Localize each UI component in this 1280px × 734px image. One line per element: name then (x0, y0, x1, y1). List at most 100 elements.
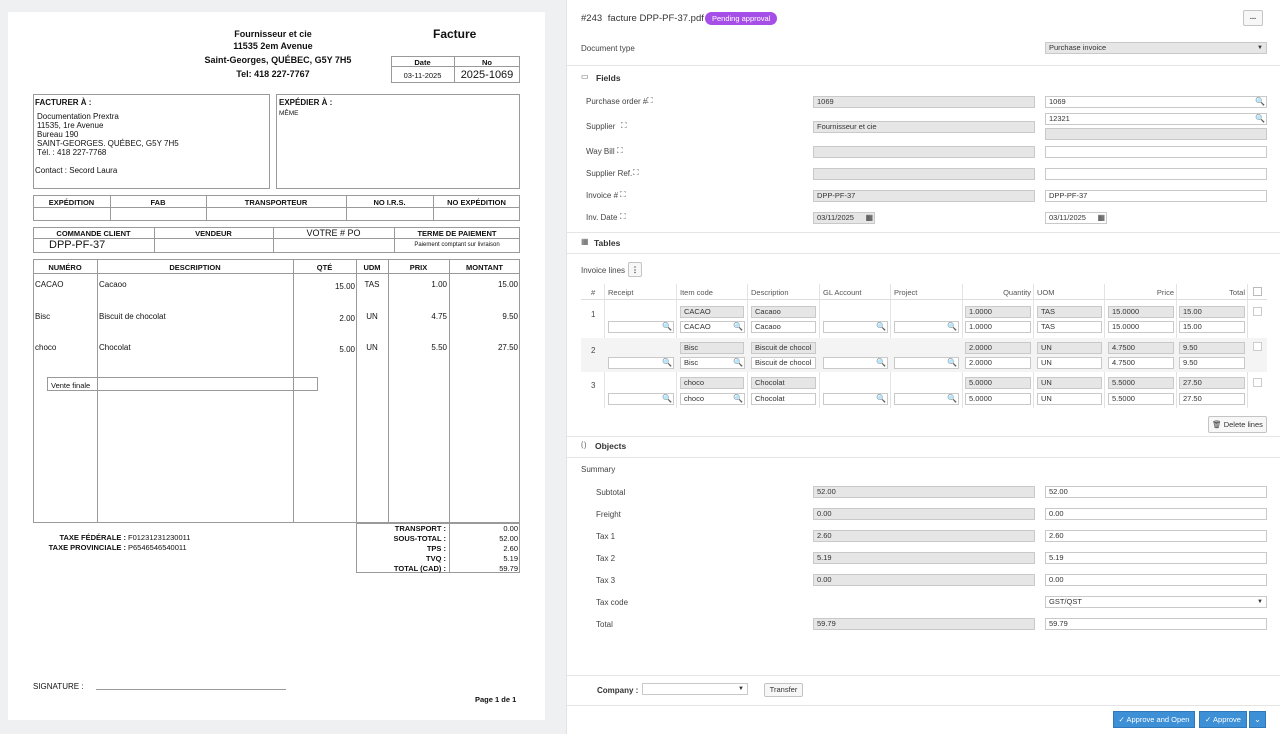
tables-section-icon[interactable]: ▦ (581, 237, 589, 246)
gl-account-input[interactable]: 🔍 (823, 393, 888, 405)
objects-section-icon[interactable]: ⟮⟯ (581, 440, 587, 449)
approve-and-open-button[interactable]: ✓ Approve and Open (1113, 711, 1195, 728)
price-input[interactable]: 5.5000 (1108, 393, 1174, 405)
fields-section-icon[interactable]: ▭ (581, 72, 589, 81)
approve-button[interactable]: ✓ Approve (1199, 711, 1247, 728)
row-checkbox[interactable] (1253, 307, 1262, 316)
price-input[interactable]: 4.7500 (1108, 357, 1174, 369)
uom-input[interactable]: UN (1037, 357, 1102, 369)
expand-icon[interactable]: ⛶ (647, 96, 653, 105)
expand-icon[interactable]: ⛶ (620, 190, 626, 199)
company-label: Company : (597, 686, 639, 695)
tax1-input[interactable]: 2.60 (1045, 530, 1267, 542)
search-icon[interactable]: 🔍 (733, 358, 743, 367)
search-icon[interactable]: 🔍 (876, 358, 886, 367)
quantity-input[interactable]: 5.0000 (965, 393, 1031, 405)
select-all-checkbox[interactable] (1253, 287, 1262, 296)
objects-section-title[interactable]: Objects (595, 441, 627, 451)
total-input[interactable]: 59.79 (1045, 618, 1267, 630)
search-icon[interactable]: 🔍 (876, 394, 886, 403)
item-code-extracted: Bisc (680, 342, 744, 354)
expand-icon[interactable]: ⛶ (621, 121, 627, 130)
tax-code-label: Tax code (596, 598, 629, 607)
invoice-date-input[interactable]: 03/11/2025 ▦ (1045, 212, 1107, 224)
uom-input[interactable]: TAS (1037, 321, 1102, 333)
uom-input[interactable]: UN (1037, 393, 1102, 405)
expand-icon[interactable]: ⛶ (617, 146, 623, 155)
subtotal-input[interactable]: 52.00 (1045, 486, 1267, 498)
doc-type-select[interactable]: Purchase invoice ▼ (1045, 42, 1267, 54)
line-description: Cacaoo (99, 280, 127, 289)
freight-input[interactable]: 0.00 (1045, 508, 1267, 520)
search-icon[interactable]: 🔍 (662, 358, 672, 367)
description-input[interactable]: Biscuit de chocol (751, 357, 816, 369)
search-icon[interactable]: 🔍 (947, 394, 957, 403)
tax2-input[interactable]: 5.19 (1045, 552, 1267, 564)
purchase-order-input[interactable]: 1069 🔍 (1045, 96, 1267, 108)
search-icon[interactable]: 🔍 (733, 394, 743, 403)
row-checkbox[interactable] (1253, 378, 1262, 387)
supplier-input[interactable]: 12321 🔍 (1045, 113, 1267, 125)
project-input[interactable]: 🔍 (894, 321, 959, 333)
company-select[interactable]: ▼ (642, 683, 748, 695)
tax-code-select[interactable]: GST/QST ▼ (1045, 596, 1267, 608)
bill-to-label: FACTURER À : (35, 98, 92, 107)
field-label: Supplier (586, 122, 616, 131)
shipping-header (33, 195, 520, 221)
project-input[interactable]: 🔍 (894, 393, 959, 405)
tax3-input[interactable]: 0.00 (1045, 574, 1267, 586)
project-input[interactable]: 🔍 (894, 357, 959, 369)
calendar-icon[interactable]: ▦ (1097, 213, 1105, 222)
quantity-input[interactable]: 2.0000 (965, 357, 1031, 369)
invoice-number-input[interactable]: DPP-PF-37 (1045, 190, 1267, 202)
ship-to-label: EXPÉDIER À : (279, 98, 333, 107)
line-description: Biscuit de chocolat (99, 312, 166, 321)
doc-name: facture DPP-PF-37.pdf (607, 13, 704, 24)
search-icon[interactable]: 🔍 (876, 322, 886, 331)
more-options-button[interactable]: ... (1243, 10, 1263, 26)
tax-prov-value: P6546546540011 (128, 543, 187, 552)
delete-lines-button[interactable]: 🗑 Delete lines (1208, 416, 1267, 433)
tax-fed-label: TAXE FÉDÉRALE : (59, 533, 126, 542)
tax-fed-value: F01231231230011 (128, 533, 191, 542)
price-input[interactable]: 15.0000 (1108, 321, 1174, 333)
order-header (33, 227, 520, 253)
gl-account-input[interactable]: 🔍 (823, 357, 888, 369)
receipt-input[interactable]: 🔍 (608, 393, 674, 405)
item-code-extracted: choco (680, 377, 744, 389)
receipt-input[interactable]: 🔍 (608, 357, 674, 369)
supplier-ref-input[interactable] (1045, 168, 1267, 180)
receipt-input[interactable]: 🔍 (608, 321, 674, 333)
fields-section-title[interactable]: Fields (596, 73, 621, 83)
tables-section-title[interactable]: Tables (594, 238, 621, 248)
search-icon[interactable]: 🔍 (947, 358, 957, 367)
transfer-button[interactable]: Transfer (764, 683, 803, 697)
search-icon[interactable]: 🔍 (733, 322, 743, 331)
item-code-input[interactable]: choco 🔍 (680, 393, 745, 405)
total-input[interactable]: 9.50 (1179, 357, 1245, 369)
col-numero: NUMÉRO (48, 263, 82, 272)
total-input[interactable]: 27.50 (1179, 393, 1245, 405)
search-icon[interactable]: 🔍 (1255, 97, 1265, 106)
field-extracted-value: 1069 (813, 96, 1035, 108)
approve-options-chevron-icon[interactable]: ⌄ (1249, 711, 1266, 728)
gl-account-input[interactable]: 🔍 (823, 321, 888, 333)
item-code-input[interactable]: CACAO 🔍 (680, 321, 745, 333)
expand-icon[interactable]: ⛶ (633, 168, 639, 177)
search-icon[interactable]: 🔍 (947, 322, 957, 331)
uom-extracted: UN (1037, 377, 1102, 389)
total-extracted: 27.50 (1179, 377, 1245, 389)
description-input[interactable]: Cacaoo (751, 321, 816, 333)
item-code-input[interactable]: Bisc 🔍 (680, 357, 745, 369)
quantity-input[interactable]: 1.0000 (965, 321, 1031, 333)
lines-menu-button[interactable]: ⋮ (628, 262, 642, 277)
search-icon[interactable]: 🔍 (662, 394, 672, 403)
search-icon[interactable]: 🔍 (1255, 114, 1265, 123)
row-checkbox[interactable] (1253, 342, 1262, 351)
search-icon[interactable]: 🔍 (662, 322, 672, 331)
calendar-icon[interactable]: ▦ (865, 213, 873, 222)
way-bill-input[interactable] (1045, 146, 1267, 158)
total-input[interactable]: 15.00 (1179, 321, 1245, 333)
expand-icon[interactable]: ⛶ (620, 212, 626, 221)
description-input[interactable]: Chocolat (751, 393, 816, 405)
